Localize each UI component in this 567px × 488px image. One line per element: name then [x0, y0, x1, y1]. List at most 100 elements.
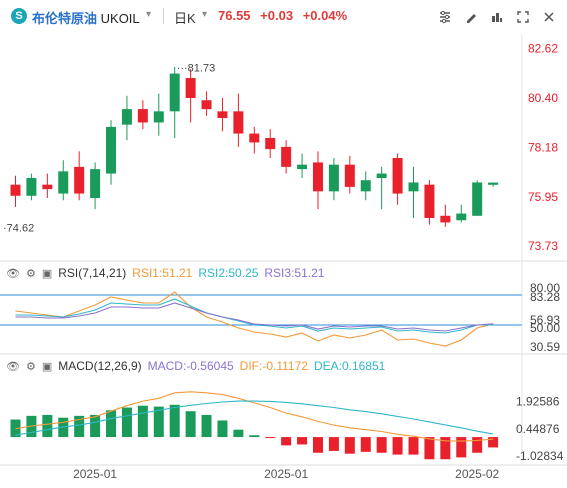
timeframe-selector[interactable]: 日K: [174, 8, 196, 27]
rsi-title: RSI(7,14,21): [58, 266, 127, 280]
macd-bar: [169, 404, 180, 438]
candle-body: [137, 109, 148, 123]
indicator-settings-icon[interactable]: [436, 8, 454, 26]
candle-body: [217, 111, 228, 118]
candle-body: [472, 182, 483, 216]
instrument-name: 布伦特原油: [32, 11, 98, 26]
close-icon[interactable]: [540, 8, 558, 26]
price-readout: 76.55 +0.03 +0.04%: [218, 8, 347, 23]
timeframe-label: 日K: [174, 11, 196, 26]
rsi-tick-label: 56.93: [530, 313, 560, 327]
candle-body: [265, 138, 276, 150]
macd-bar: [137, 405, 148, 438]
price-tick-label: 73.73: [528, 239, 558, 253]
last-price: 76.55: [218, 8, 251, 23]
rsi-tick-label: 50.00: [530, 321, 560, 335]
chart-header: S 布伦特原油 UKOIL ▾ 日K ▾ 76.55 +0.03 +0.04%: [0, 0, 567, 34]
price-tick-label: 82.62: [528, 42, 558, 56]
macd-info-icon[interactable]: ▣: [41, 360, 53, 373]
candle-body: [74, 166, 85, 194]
candle-body: [440, 215, 451, 223]
candle-body: [392, 158, 403, 194]
candle-body: [106, 126, 117, 174]
candle-body: [10, 184, 21, 196]
candle-body: [233, 111, 244, 134]
high-annotation: ···81.73: [177, 62, 216, 74]
low-annotation: ·74.62: [3, 222, 34, 234]
macd-bar: [424, 437, 435, 460]
instrument-logo-icon: S: [11, 8, 27, 24]
macd-bar: [488, 437, 499, 448]
time-axis-label: 2025-01: [73, 467, 117, 481]
candle-body: [456, 213, 467, 221]
candle-body: [424, 184, 435, 218]
macd-settings-gear-icon[interactable]: ⚙: [25, 360, 36, 373]
rsi1-value: RSI1:51.21: [132, 266, 193, 280]
macd-hide-eye-icon[interactable]: 👁: [6, 360, 20, 373]
chevron-down-icon[interactable]: ▾: [146, 9, 152, 20]
macd-bar: [440, 437, 451, 460]
macd-tick-label: -1.02834: [516, 449, 564, 463]
macd-bar: [472, 437, 483, 453]
price-tick-label: 75.95: [528, 190, 558, 204]
price-change-percent: +0.04%: [302, 8, 348, 23]
rsi-header: 👁 ⚙ ▣ RSI(7,14,21) RSI1:51.21 RSI2:50.25…: [6, 266, 330, 280]
candle-body: [90, 169, 101, 198]
candle-body: [42, 184, 53, 190]
candle-body: [312, 162, 323, 192]
candle-body: [408, 182, 419, 192]
macd-bar: [297, 437, 308, 445]
macd-bar: [217, 420, 228, 438]
candle-body: [281, 146, 292, 167]
time-axis-label: 2025-01: [264, 467, 308, 481]
macd-bar: [185, 411, 196, 438]
macd-bar: [376, 437, 387, 453]
macd-bar: [344, 437, 355, 454]
macd-bar: [90, 414, 101, 438]
draw-tool-icon[interactable]: [462, 8, 480, 26]
info-icon[interactable]: ▣: [41, 267, 53, 280]
dif-value: DIF:-0.11172: [239, 359, 308, 373]
fullscreen-icon[interactable]: [514, 8, 532, 26]
hide-eye-icon[interactable]: 👁: [6, 267, 20, 280]
compare-icon[interactable]: [488, 8, 506, 26]
rsi-line-rsi3: [15, 302, 494, 332]
dea-line: [15, 400, 494, 436]
macd-bar: [74, 415, 85, 438]
candle-body: [249, 133, 260, 143]
instrument-symbol: UKOIL: [100, 11, 140, 26]
macd-header: 👁 ⚙ ▣ MACD(12,26,9) MACD:-0.56045 DIF:-0…: [6, 359, 391, 373]
rsi-line-rsi2: [15, 298, 494, 334]
macd-bar: [121, 407, 132, 438]
macd-bar: [201, 414, 212, 438]
rsi-tick-label: 30.59: [530, 340, 560, 354]
candle-body: [297, 164, 308, 170]
candle-body: [121, 109, 132, 125]
macd-bar: [392, 437, 403, 455]
candle-body: [201, 100, 212, 110]
rsi-line-rsi1: [15, 291, 494, 347]
rsi-tick-label: 80.00: [530, 281, 560, 295]
candle-body: [26, 178, 37, 196]
macd-tick-label: 1.92586: [516, 395, 560, 409]
macd-bar: [153, 406, 164, 438]
candle-body: [360, 180, 371, 192]
instrument-selector[interactable]: 布伦特原油 UKOIL: [32, 8, 140, 27]
candle-body: [376, 173, 387, 178]
timeframe-chevron-icon[interactable]: ▾: [202, 9, 208, 20]
candle-body: [328, 164, 339, 192]
candle-body: [185, 78, 196, 98]
price-tick-label: 80.40: [528, 91, 558, 105]
macd-bar: [456, 437, 467, 458]
macd-tick-label: 0.44876: [516, 422, 560, 436]
diff-line: [15, 391, 494, 442]
candle-body: [169, 73, 180, 112]
price-change: +0.03: [260, 8, 294, 23]
divider: [163, 8, 164, 24]
macd-bar: [233, 429, 244, 438]
macd-bar: [408, 437, 419, 455]
settings-gear-icon[interactable]: ⚙: [25, 267, 36, 280]
time-axis-label: 2025-02: [455, 467, 499, 481]
macd-bar: [249, 435, 260, 438]
